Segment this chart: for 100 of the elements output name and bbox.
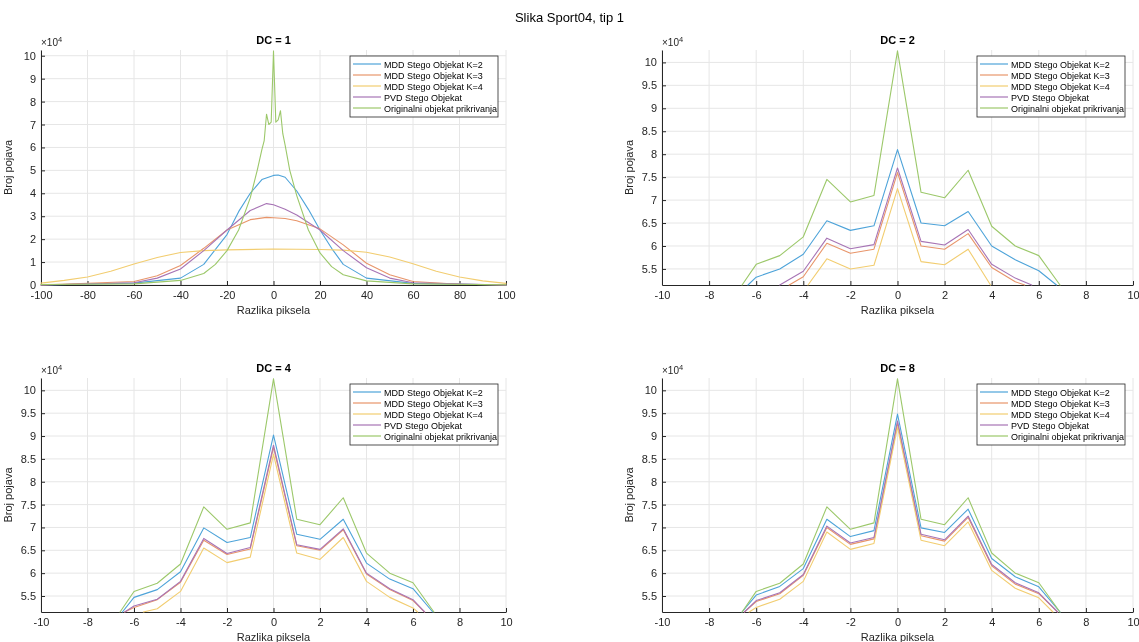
y-axis-title: Broj pojava <box>2 139 14 196</box>
x-tick-label: 100 <box>497 288 516 301</box>
y-tick-label: 5.5 <box>641 590 657 603</box>
x-tick-label: 0 <box>894 288 902 301</box>
y-tick-label: 5 <box>29 164 36 177</box>
y-tick-label: 9 <box>29 430 36 443</box>
x-tick-label: 10 <box>500 615 513 628</box>
y-tick-label: 5.5 <box>20 590 36 603</box>
legend-label: PVD Stego Objekat <box>384 92 463 103</box>
legend-label: Originalni objekat prikrivanja <box>384 103 498 114</box>
x-tick-label: -10 <box>33 615 50 628</box>
y-tick-label: 6 <box>650 240 657 253</box>
y-tick-label: 6.5 <box>641 544 657 557</box>
x-tick-label: -6 <box>751 288 762 301</box>
line-series <box>807 188 992 286</box>
y-tick-label: 9 <box>650 430 657 443</box>
y-tick-label: 3 <box>29 210 36 223</box>
legend-label: MDD Stego Objekat K=4 <box>1011 409 1110 420</box>
x-tick-label: -8 <box>83 615 93 628</box>
x-tick-label: -10 <box>654 288 671 301</box>
chart-title: DC = 2 <box>880 34 915 46</box>
legend-label: MDD Stego Objekat K=2 <box>1011 59 1110 70</box>
x-tick-label: 80 <box>453 288 467 301</box>
x-tick-label: 20 <box>314 288 327 301</box>
x-tick-label: -10 <box>654 615 671 628</box>
x-tick-label: 10 <box>1127 288 1139 301</box>
legend-label: MDD Stego Objekat K=2 <box>384 387 483 398</box>
y-tick-label: 6 <box>650 567 657 580</box>
y-tick-label: 9.5 <box>20 407 36 420</box>
x-tick-label: 0 <box>894 615 902 628</box>
legend-label: MDD Stego Objekat K=4 <box>384 409 483 420</box>
x-tick-label: -40 <box>173 288 189 301</box>
y-tick-label: 8.5 <box>641 452 657 465</box>
y-tick-label: 7 <box>29 521 36 534</box>
y-tick-label: 8 <box>650 148 657 161</box>
x-tick-label: -2 <box>222 615 233 628</box>
y-tick-label: 8 <box>29 95 36 108</box>
legend-label: PVD Stego Objekat <box>1011 92 1090 103</box>
y-axis-title: Broj pojava <box>2 466 14 523</box>
y-tick-label: 6.5 <box>20 544 36 557</box>
y-tick-label: 8 <box>650 475 657 488</box>
x-tick-label: -4 <box>798 288 809 301</box>
x-tick-label: -2 <box>846 615 856 628</box>
text: Slika Sport04, tip 1 <box>514 10 625 25</box>
text: ×10$^{4}$ <box>41 362 63 376</box>
x-tick-label: 2 <box>942 288 949 301</box>
y-tick-label: 7 <box>650 521 657 534</box>
legend-label: Originalni objekat prikrivanja <box>1011 103 1125 114</box>
y-tick-label: 9.5 <box>641 407 657 420</box>
x-tick-label: 8 <box>1083 288 1090 301</box>
x-tick-label: -6 <box>129 615 140 628</box>
y-tick-label: 10 <box>644 384 657 397</box>
x-tick-label: -2 <box>846 288 856 301</box>
y-tick-label: 8.5 <box>641 125 657 138</box>
x-tick-label: 0 <box>270 615 278 628</box>
x-tick-label: 40 <box>360 288 374 301</box>
x-tick-label: -8 <box>704 288 715 301</box>
y-tick-label: 9.5 <box>641 79 657 92</box>
y-axis-title: Broj pojava <box>623 466 635 523</box>
x-tick-label: 8 <box>1083 615 1090 628</box>
x-tick-label: 6 <box>1036 615 1043 628</box>
y-tick-label: 6.5 <box>641 217 657 230</box>
x-tick-label: -8 <box>704 615 715 628</box>
y-tick-label: 7.5 <box>20 498 36 511</box>
y-tick-label: 7 <box>29 118 36 131</box>
y-tick-label: 5.5 <box>641 262 657 275</box>
legend-label: PVD Stego Objekat <box>1011 420 1090 431</box>
text: ×10$^{4}$ <box>662 362 684 376</box>
y-tick-label: 6 <box>29 141 36 154</box>
legend-label: MDD Stego Objekat K=4 <box>384 81 483 92</box>
x-tick-label: 2 <box>942 615 949 628</box>
y-tick-label: 7.5 <box>641 171 657 184</box>
y-tick-label: 10 <box>23 384 36 397</box>
y-tick-label: 1 <box>29 256 36 269</box>
legend-label: MDD Stego Objekat K=3 <box>384 398 483 409</box>
x-axis-title: Razlika piksela <box>236 304 312 316</box>
y-tick-label: 10 <box>23 49 36 62</box>
legend-label: Originalni objekat prikrivanja <box>1011 431 1125 442</box>
x-tick-label: -6 <box>751 615 762 628</box>
chart-title: DC = 4 <box>256 362 292 374</box>
legend-label: MDD Stego Objekat K=2 <box>384 59 483 70</box>
x-tick-label: 4 <box>363 615 371 628</box>
x-tick-label: 60 <box>407 288 420 301</box>
chart-title: DC = 8 <box>880 362 915 374</box>
x-tick-label: 4 <box>989 615 996 628</box>
x-tick-label: -20 <box>219 288 236 301</box>
y-tick-label: 2 <box>29 233 36 246</box>
x-tick-label: -4 <box>798 615 809 628</box>
y-tick-label: 8 <box>29 475 36 488</box>
legend-label: MDD Stego Objekat K=3 <box>1011 70 1110 81</box>
x-tick-label: 2 <box>317 615 324 628</box>
legend-label: MDD Stego Objekat K=2 <box>1011 387 1110 398</box>
line-series <box>40 50 507 286</box>
x-tick-label: 10 <box>1127 615 1139 628</box>
text: ×10$^{4}$ <box>41 34 63 48</box>
x-tick-label: -60 <box>126 288 143 301</box>
legend-label: MDD Stego Objekat K=3 <box>1011 398 1110 409</box>
x-tick-label: -4 <box>176 615 186 628</box>
legend-label: Originalni objekat prikrivanja <box>384 431 498 442</box>
text: ×10$^{4}$ <box>662 34 684 48</box>
